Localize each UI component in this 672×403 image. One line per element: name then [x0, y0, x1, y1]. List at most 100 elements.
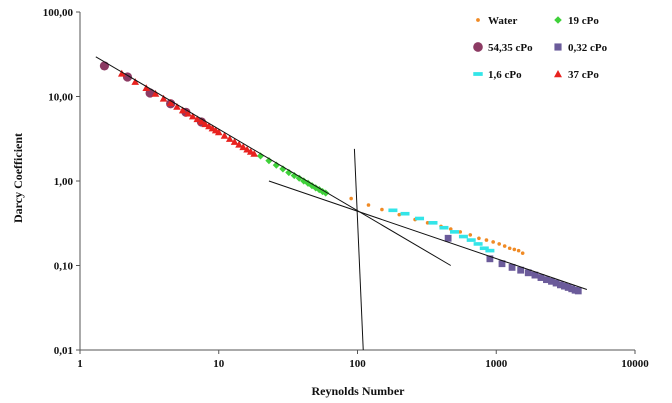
data-point [214, 128, 223, 136]
data-point [537, 274, 545, 281]
data-point [449, 230, 459, 234]
x-tick-label: 10000 [621, 358, 649, 370]
x-tick-label: 100 [349, 358, 366, 370]
data-point [512, 247, 517, 252]
data-point [485, 248, 495, 253]
y-axis-title: Darcy Coefficient [11, 133, 25, 223]
legend-label: 0,32 cPo [568, 42, 608, 54]
legend-label: 1,6 cPo [488, 69, 522, 81]
data-point [439, 225, 449, 230]
legend-marker [554, 70, 562, 78]
data-point [243, 145, 251, 153]
fit-line [353, 148, 364, 351]
data-point [400, 211, 410, 216]
data-point [256, 152, 265, 160]
data-point [235, 140, 243, 148]
x-tick-label: 10 [213, 358, 225, 370]
data-point [543, 276, 550, 284]
data-point [173, 102, 181, 110]
data-point [131, 78, 140, 85]
data-point [279, 165, 287, 173]
data-point [322, 189, 330, 197]
data-point [225, 135, 234, 142]
data-point [290, 171, 298, 180]
data-point [516, 248, 521, 253]
plot-area: 0,01 0,10 1,00 10,00 100,00 1 10 100 1000 10000 [43, 7, 650, 370]
data-point [428, 221, 438, 225]
data-point [517, 266, 525, 274]
data-point [397, 212, 402, 217]
data-point [220, 131, 229, 139]
data-point [201, 120, 210, 128]
y-tick-label: 0,10 [54, 261, 74, 273]
data-point [151, 89, 160, 97]
data-point [380, 207, 384, 212]
data-point [458, 230, 463, 234]
y-tick-label: 10,00 [48, 92, 73, 104]
legend-marker [473, 42, 483, 52]
data-point [468, 233, 473, 237]
legend-label: 37 cPo [568, 69, 599, 81]
data-point [295, 174, 303, 182]
data-point [479, 246, 489, 251]
data-point [117, 69, 126, 77]
legend-label: 54,35 cPo [488, 42, 533, 54]
y-tick-label: 100,00 [43, 7, 74, 19]
legend-label: Water [488, 15, 517, 27]
data-point [250, 149, 258, 157]
data-point [484, 238, 489, 242]
data-point [142, 84, 151, 92]
data-point [193, 115, 202, 123]
data-point [239, 143, 247, 151]
data-point [498, 260, 506, 268]
legend-marker [476, 18, 480, 22]
data-point [349, 196, 353, 201]
data-point [99, 61, 110, 71]
data-point [491, 240, 495, 244]
data-point [230, 138, 239, 145]
data-point [265, 157, 273, 165]
data-point [531, 271, 539, 279]
y-tick-label: 1,00 [54, 176, 74, 188]
data-point [548, 277, 555, 285]
x-axis-title: Reynolds Number [311, 384, 405, 398]
data-point [159, 94, 168, 102]
data-point [166, 99, 175, 106]
data-point [552, 279, 560, 287]
legend-marker [554, 43, 562, 51]
legend-marker [473, 72, 483, 76]
data-point [312, 184, 320, 192]
data-point [520, 251, 525, 255]
data-point [415, 216, 425, 221]
data-point [197, 117, 206, 125]
fit-line [95, 56, 452, 266]
data-point [561, 282, 568, 290]
data-point [188, 112, 197, 120]
data-point [458, 234, 468, 239]
data-point [285, 168, 293, 177]
data-point [272, 161, 280, 169]
data-point [473, 242, 483, 246]
data-point [477, 236, 481, 241]
data-point [388, 208, 398, 213]
fit-line [268, 180, 588, 290]
data-point [178, 106, 187, 114]
x-tick-label: 1 [77, 358, 83, 370]
legend-label: 19 cPo [568, 15, 599, 27]
y-tick-label: 0,01 [54, 345, 73, 357]
data-point [564, 284, 572, 291]
data-point [497, 242, 501, 246]
data-point [122, 72, 133, 82]
legend: Water 19 cPo 54,35 cPo 0,32 cPo 1,6 cPo 37 cP… [473, 15, 608, 81]
data-point [184, 109, 192, 117]
data-point [508, 263, 516, 271]
data-point [574, 287, 582, 295]
legend-marker [554, 16, 562, 24]
data-point [502, 244, 507, 248]
data-point [366, 203, 371, 207]
data-point [507, 246, 512, 251]
data-point [444, 234, 452, 242]
data-point [448, 227, 453, 231]
x-tick-label: 1000 [485, 358, 508, 370]
